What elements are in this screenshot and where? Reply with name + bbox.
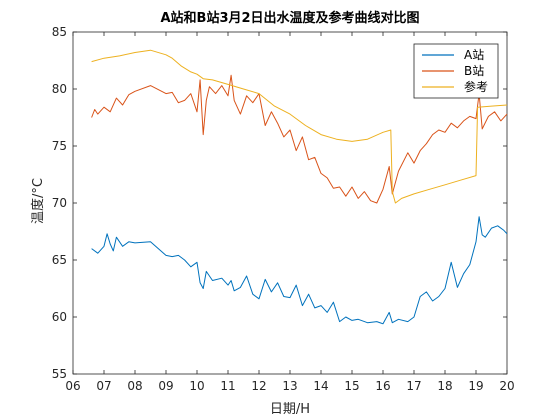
x-tick-label: 15 — [344, 379, 359, 393]
x-tick-label: 16 — [375, 379, 390, 393]
series-line-1 — [91, 216, 508, 325]
x-tick-label: 14 — [313, 379, 328, 393]
series-line-2 — [91, 74, 508, 204]
y-tick-label: 60 — [52, 310, 67, 324]
x-tick-label: 17 — [406, 379, 421, 393]
x-tick-label: 09 — [158, 379, 173, 393]
series-line-3 — [91, 49, 508, 204]
legend-entry: A站 — [464, 48, 484, 62]
y-tick-label: 75 — [52, 139, 67, 153]
y-tick-label: 70 — [52, 196, 67, 210]
x-tick-label: 10 — [189, 379, 204, 393]
x-tick-label: 11 — [220, 379, 235, 393]
x-tick-label: 18 — [437, 379, 452, 393]
x-tick-label: 20 — [499, 379, 514, 393]
axis-ticks: 06 07 08 09 10 11 12 13 14 15 16 17 18 19 20 55 60 65 70 75… — [52, 25, 515, 393]
legend-entry: 参考 — [464, 79, 488, 94]
series-layer — [91, 49, 508, 325]
legend-box — [413, 43, 499, 99]
legend-entry: B站 — [464, 64, 484, 78]
x-tick-label: 12 — [251, 379, 266, 393]
x-tick-label: 07 — [96, 379, 111, 393]
x-tick-label: 13 — [282, 379, 297, 393]
y-tick-label: 55 — [52, 367, 67, 381]
chart-title: A站和B站3月2日出水温度及参考曲线对比图 — [160, 10, 419, 26]
y-tick-label: 65 — [52, 253, 67, 267]
x-tick-label: 06 — [65, 379, 80, 393]
x-tick-label: 08 — [127, 379, 142, 393]
x-axis-label: 日期/H — [270, 402, 310, 417]
y-axis-label: 温度/°C — [30, 178, 46, 224]
y-tick-label: 80 — [52, 82, 67, 96]
y-tick-label: 85 — [52, 25, 67, 39]
x-tick-label: 19 — [468, 379, 483, 393]
